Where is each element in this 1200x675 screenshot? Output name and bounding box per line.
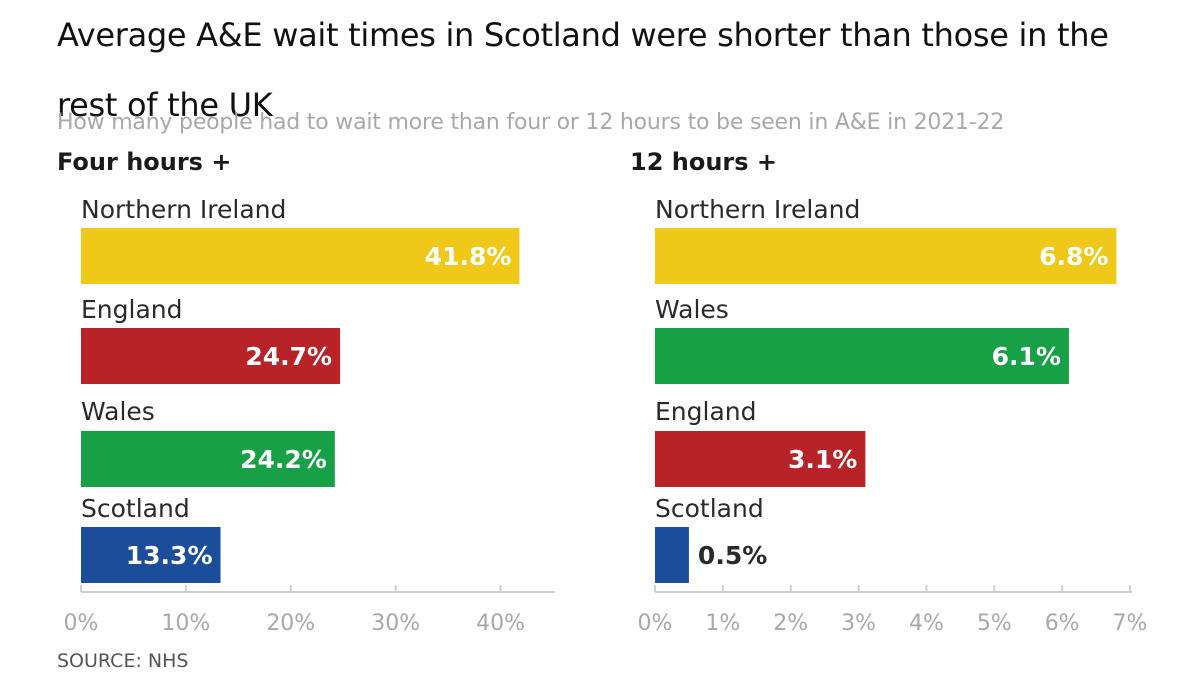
bar-northern-ireland [81, 228, 520, 284]
x-tick-label: 2% [773, 611, 808, 636]
bar-northern-ireland [655, 228, 1117, 284]
chart-subtitle: How many people had to wait more than fo… [57, 110, 1005, 135]
x-tick-label: 10% [161, 611, 210, 636]
data-label-northern-ireland: 6.8% [1039, 242, 1108, 271]
data-label-england: 3.1% [788, 445, 857, 474]
x-tick-label: 1% [705, 611, 740, 636]
category-label-wales: Wales [81, 397, 155, 426]
chart-four-hours: 0% 10% 20% 30% 40% Northern Ireland 41.8% Engla… [64, 195, 555, 636]
x-tick-label: 3% [841, 611, 876, 636]
bar-scotland [81, 527, 221, 583]
x-tick-label: 40% [476, 611, 525, 636]
category-label-scotland: Scotland [81, 494, 190, 523]
data-label-northern-ireland: 41.8% [425, 242, 512, 271]
x-tick-label: 20% [266, 611, 315, 636]
category-label-wales: Wales [655, 295, 729, 324]
category-label-england: England [81, 295, 183, 324]
data-label-scotland: 0.5% [698, 541, 767, 570]
source-note: SOURCE: NHS [57, 650, 189, 672]
category-label-scotland: Scotland [655, 494, 764, 523]
data-label-wales: 24.2% [240, 445, 327, 474]
bar-england [655, 431, 866, 487]
data-label-england: 24.7% [245, 342, 332, 371]
category-label-england: England [655, 397, 757, 426]
x-tick-label: 30% [371, 611, 420, 636]
x-tick-label: 0% [638, 611, 673, 636]
x-tick-label: 0% [64, 611, 99, 636]
data-label-wales: 6.1% [992, 342, 1061, 371]
category-label-northern-ireland: Northern Ireland [81, 195, 286, 224]
panel-title-twelve-hours: 12 hours + [630, 148, 777, 176]
category-label-northern-ireland: Northern Ireland [655, 195, 860, 224]
data-label-scotland: 13.3% [126, 541, 213, 570]
panel-title-four-hours: Four hours + [57, 148, 232, 176]
x-tick-label: 5% [977, 611, 1012, 636]
x-tick-label: 4% [909, 611, 944, 636]
chart-title: Average A&E wait times in Scotland were … [57, 16, 1109, 124]
x-tick-label: 6% [1045, 611, 1080, 636]
bar-scotland [655, 527, 689, 583]
bar-wales [655, 328, 1069, 384]
x-tick-label: 7% [1113, 611, 1148, 636]
bar-wales [81, 431, 335, 487]
bar-england [81, 328, 341, 384]
